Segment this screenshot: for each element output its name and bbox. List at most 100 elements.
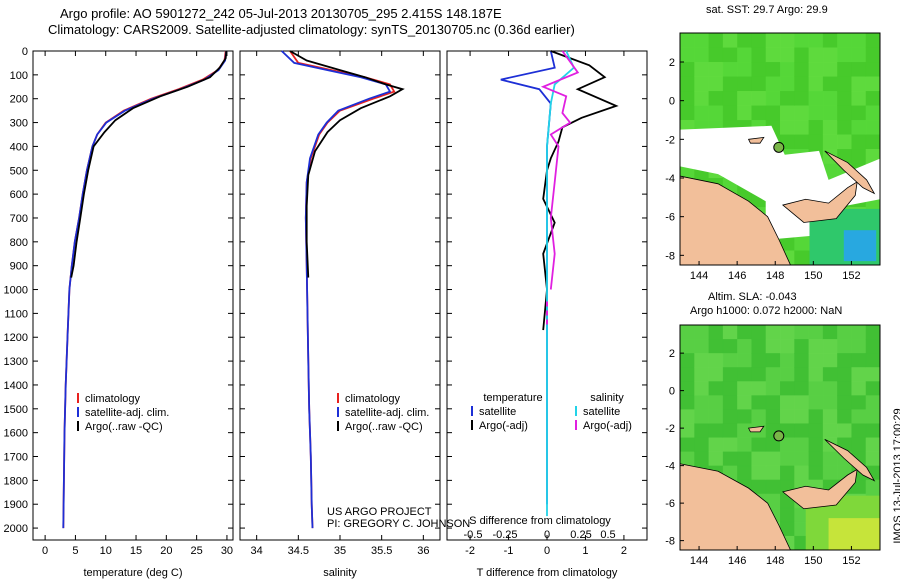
y-tick-label: 1800 xyxy=(4,475,28,487)
map-grid-cell xyxy=(794,395,810,410)
map-grid-cell xyxy=(765,381,781,396)
x2-axis-label: S difference from climatology xyxy=(469,515,611,527)
map-grid-cell xyxy=(694,339,710,354)
x-tick-label: 35.5 xyxy=(371,545,392,557)
map-x-tick-label: 152 xyxy=(842,270,860,282)
map-grid-cell xyxy=(694,381,710,396)
map-grid-cell xyxy=(751,465,767,481)
map-grid-cell xyxy=(851,381,867,396)
map-grid-cell xyxy=(708,395,724,410)
map-cold-patch xyxy=(843,230,877,262)
map-grid-cell xyxy=(780,395,795,410)
map-grid-cell xyxy=(865,423,881,438)
map-grid-cell xyxy=(794,325,810,340)
map-grid-cell xyxy=(680,409,695,424)
map-frame xyxy=(679,324,881,551)
map-grid-cell xyxy=(794,367,810,382)
map-grid-cell xyxy=(765,33,781,48)
sla-map-subtitle: Argo h1000: 0.072 h2000: NaN xyxy=(690,305,843,317)
chart-title-line2: Climatology: CARS2009. Satellite-adjuste… xyxy=(48,22,575,37)
map-grid-cell xyxy=(837,120,852,135)
legend-entry: satellite xyxy=(583,406,620,418)
map-x-tick-label: 144 xyxy=(690,555,708,567)
map-y-tick-label: -2 xyxy=(665,134,675,146)
map-grid-cell xyxy=(680,33,695,48)
legend-entry: Argo(-adj) xyxy=(583,420,632,432)
map-grid-cell xyxy=(694,105,710,121)
map-y-tick-label: -2 xyxy=(665,423,675,435)
map-grid-cell xyxy=(808,91,824,106)
map-grid-cell xyxy=(765,339,781,354)
map-grid-cell xyxy=(794,535,810,551)
map-grid-cell xyxy=(765,353,781,368)
y-tick-label: 300 xyxy=(10,118,28,130)
y-tick-label: 1600 xyxy=(4,428,28,440)
map-grid-cell xyxy=(694,423,710,438)
map-grid-cell xyxy=(851,105,867,121)
map-grid-cell xyxy=(822,105,838,121)
argo-position-marker xyxy=(773,141,785,153)
map-higher-sla-region xyxy=(828,518,880,550)
map-grid-cell xyxy=(837,91,852,106)
map-no-data-region xyxy=(680,125,880,240)
map-x-tick-label: 146 xyxy=(728,270,746,282)
map-grid-cell xyxy=(708,409,724,424)
map-grid-cell xyxy=(751,451,767,467)
x-tick-label: 34 xyxy=(251,545,263,557)
map-grid-cell xyxy=(837,409,852,424)
map-grid-cell xyxy=(680,76,695,92)
map-grid-cell xyxy=(694,325,710,340)
map-grid-cell xyxy=(722,395,738,410)
map-grid-cell xyxy=(680,395,695,410)
map-grid-cell xyxy=(851,325,867,340)
legend-entry: Argo(..raw -QC) xyxy=(345,421,423,433)
x-tick-label: 36 xyxy=(417,545,429,557)
map-grid-cell xyxy=(822,339,838,354)
x-tick-label: -2 xyxy=(465,545,475,557)
map-grid-cell xyxy=(851,134,867,150)
x-tick-label: 30 xyxy=(221,545,233,557)
map-grid-cell xyxy=(694,76,710,92)
map-grid-cell xyxy=(837,76,852,92)
map-grid-cell xyxy=(680,437,695,453)
x2-tick-label: 0.25 xyxy=(570,529,591,541)
map-grid-cell xyxy=(708,47,724,63)
y-tick-label: 1100 xyxy=(4,308,28,320)
map-grid-cell xyxy=(794,451,810,467)
map-grid-cell xyxy=(708,423,724,438)
map-grid-cell xyxy=(737,91,752,106)
map-grid-cell xyxy=(822,62,838,77)
map-grid-cell xyxy=(751,47,767,63)
x-tick-label: 25 xyxy=(191,545,203,557)
series-argo-raw-qc- xyxy=(70,50,228,278)
map-grid-cell xyxy=(794,465,810,481)
x-tick-label: 0 xyxy=(544,545,550,557)
map-grid-cell xyxy=(694,367,710,382)
map-grid-cell xyxy=(794,423,810,438)
map-grid-cell xyxy=(837,395,852,410)
land-new-ireland xyxy=(824,439,876,482)
map-grid-cell xyxy=(780,47,795,63)
map-grid-cell xyxy=(694,437,710,453)
map-grid-cell xyxy=(765,62,781,77)
map-grid-cell xyxy=(680,353,695,368)
map-grid-cell xyxy=(808,120,824,135)
legend-entry: satellite xyxy=(479,406,516,418)
map-grid-cell xyxy=(722,409,738,424)
map-grid-cell xyxy=(722,423,738,438)
map-grid-cell xyxy=(851,437,867,453)
map-grid-cell xyxy=(865,353,881,368)
map-grid-cell xyxy=(865,367,881,382)
map-grid-cell xyxy=(751,409,767,424)
map-grid-cell xyxy=(865,409,881,424)
map-grid-cell xyxy=(708,76,724,92)
map-x-tick-label: 144 xyxy=(690,270,708,282)
map-grid-cell xyxy=(751,353,767,368)
map-frame xyxy=(679,32,881,266)
map-grid-cell xyxy=(837,105,852,121)
map-grid-cell xyxy=(865,91,881,106)
map-grid-cell xyxy=(708,451,724,467)
x-tick-label: 10 xyxy=(100,545,112,557)
map-grid-cell xyxy=(765,105,781,121)
legend-header-salinity: salinity xyxy=(590,392,624,404)
